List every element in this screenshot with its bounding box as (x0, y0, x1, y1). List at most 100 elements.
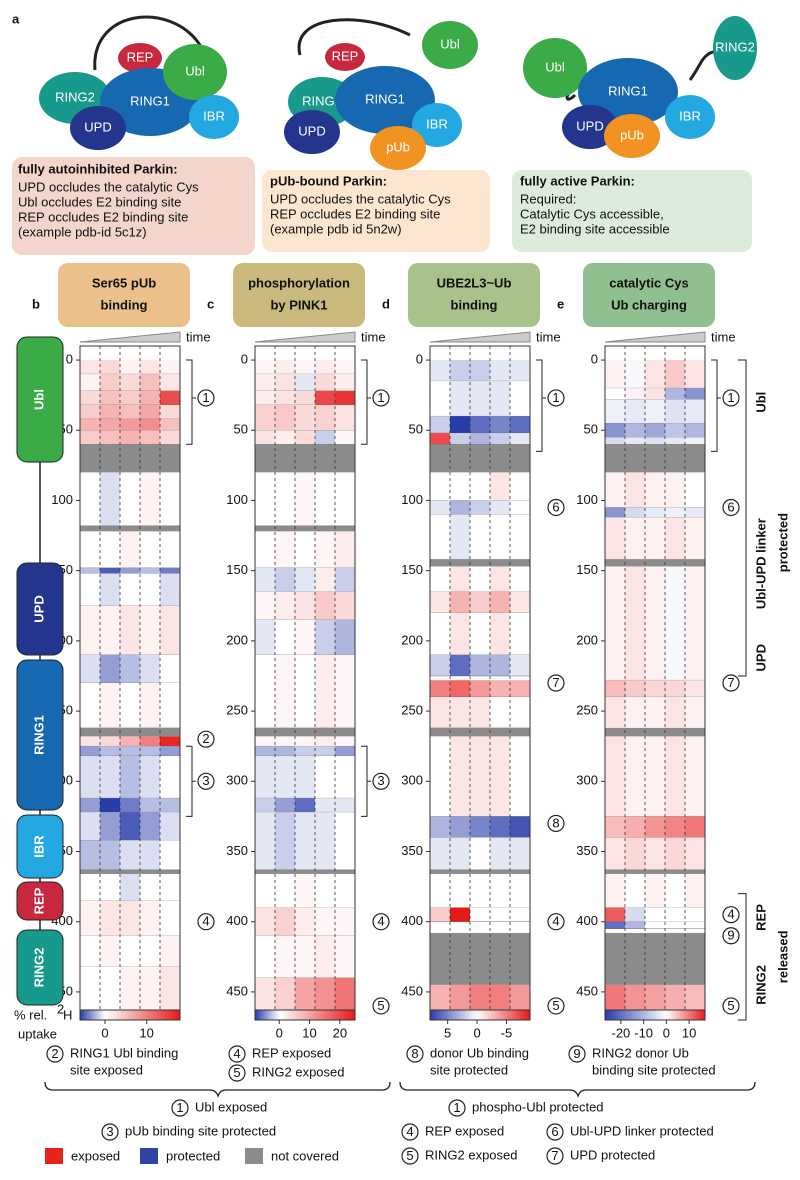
heat-cell (80, 966, 100, 1013)
time-wedge (254, 331, 356, 343)
heat-cell (160, 654, 180, 683)
panel-header-text: binding (451, 297, 498, 312)
heat-cell (625, 837, 645, 870)
heat-cell (100, 567, 120, 574)
heat-cell (685, 388, 705, 400)
colorbar-tick-label: 0 (276, 1025, 283, 1040)
domain-shape (604, 114, 660, 158)
heat-cell (450, 736, 470, 817)
heat-cell (685, 399, 705, 424)
domain-label: UPD (298, 123, 325, 138)
heat-cell (140, 935, 160, 967)
heat-cell (335, 567, 355, 592)
heat-cell (430, 500, 450, 515)
heat-cell (160, 746, 180, 757)
heat-cell (430, 736, 450, 817)
not-covered (430, 444, 530, 473)
heat-cell (605, 907, 625, 922)
colorbar-tick-label: 20 (333, 1025, 347, 1040)
heat-cell (315, 812, 335, 870)
heat-cell (140, 472, 160, 526)
not-covered (255, 727, 355, 737)
heat-cell (625, 399, 645, 424)
heat-cell (625, 388, 645, 400)
y-tick-label: 250 (576, 703, 598, 718)
heat-cell (80, 683, 100, 728)
heat-cell (255, 654, 275, 728)
heat-cell (625, 423, 645, 438)
heat-cell (470, 381, 490, 417)
heat-cell (625, 566, 645, 681)
heat-cell (510, 736, 530, 817)
domain-shape (118, 43, 162, 73)
heat-cell (470, 433, 490, 445)
heat-cell (140, 840, 160, 870)
heat-cell (335, 977, 355, 1013)
heat-cell (430, 612, 450, 655)
domain-label: RING2 (715, 39, 755, 54)
heat-cell (645, 921, 665, 929)
heat-cell (255, 907, 275, 936)
circled-number-label: 1 (727, 390, 734, 405)
time-label: time (186, 329, 211, 344)
circled-number (197, 389, 215, 407)
heat-cell (450, 433, 470, 445)
heat-cell (160, 683, 180, 728)
heat-cell (490, 591, 510, 613)
circled-number-label: 8 (552, 815, 559, 830)
heat-cell (645, 837, 665, 870)
heat-cell (335, 531, 355, 568)
panel-letter: e (557, 296, 564, 311)
not-covered (430, 559, 530, 567)
heat-cell (295, 977, 315, 1013)
heat-cell (450, 873, 470, 908)
y-tick-label: 300 (226, 773, 248, 788)
colorbar (429, 1009, 531, 1021)
heat-cell (120, 873, 140, 901)
heat-cell (510, 591, 530, 613)
heat-cell (605, 423, 625, 438)
heat-cell (335, 746, 355, 757)
heat-cell (80, 798, 100, 813)
y-tick-label: 400 (226, 913, 248, 928)
legend-text: protected (166, 1148, 220, 1163)
heat-cell (160, 798, 180, 813)
heat-cell (430, 433, 450, 445)
state-title: fully autoinhibited Parkin: (18, 161, 178, 176)
heat-cell (100, 390, 120, 405)
y-tick-label: 0 (241, 351, 248, 366)
heat-cell (470, 697, 490, 728)
heat-cell (315, 374, 335, 391)
heat-cell (275, 404, 295, 431)
circled-number (401, 1147, 419, 1165)
note-text: phospho-Ubl protected (472, 1099, 604, 1114)
heat-cell (450, 816, 470, 838)
heat-cell (295, 531, 315, 568)
heat-cell (645, 907, 665, 922)
heat-cell (510, 654, 530, 676)
heat-cell (275, 619, 295, 655)
heat-cell (100, 873, 120, 901)
y-tick-label: 450 (226, 983, 248, 998)
heat-cell (120, 419, 140, 431)
not-covered (430, 727, 530, 737)
circled-number-label: 4 (202, 914, 209, 929)
heat-cell (450, 566, 470, 592)
y-tick-label: 0 (66, 351, 73, 366)
heat-cell (160, 567, 180, 574)
heat-cell (470, 612, 490, 655)
note-text: RING1 Ubl binding (70, 1045, 178, 1060)
domain-shape (713, 16, 757, 80)
circled-number-label: 3 (202, 773, 209, 788)
panel-header-text: binding (101, 297, 148, 312)
heat-cell (605, 360, 625, 389)
heat-cell (160, 531, 180, 568)
not-covered (80, 444, 180, 473)
heat-cell (255, 756, 275, 799)
state-line: Catalytic Cys accessible, (520, 206, 664, 221)
heat-cell (80, 605, 100, 655)
heat-cell (645, 507, 665, 518)
colorbar-tick-label: 10 (682, 1025, 696, 1040)
heat-cell (295, 812, 315, 870)
heat-cell (100, 683, 120, 728)
